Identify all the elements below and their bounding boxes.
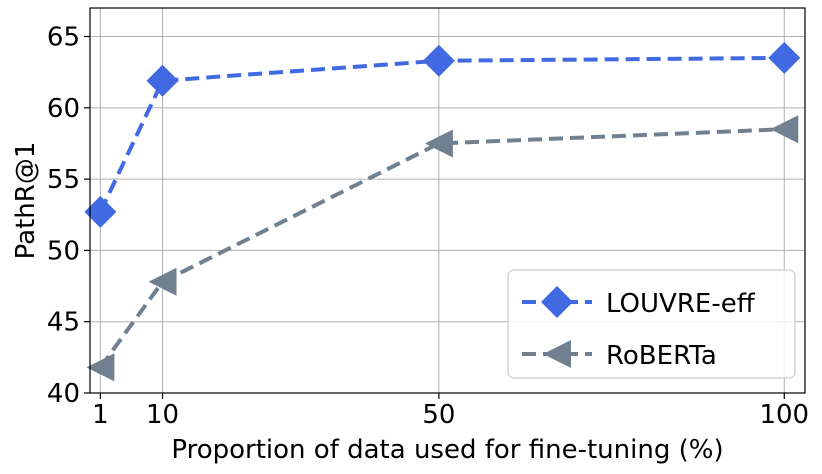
series-1 xyxy=(86,115,799,382)
legend-box xyxy=(507,269,796,379)
x-tick-label: 1 xyxy=(92,400,109,430)
y-tick-label: 55 xyxy=(47,165,80,195)
x-axis-label: Proportion of data used for fine-tuning … xyxy=(171,435,723,465)
y-tick-label: 60 xyxy=(47,94,80,124)
data-point xyxy=(146,64,179,97)
data-point xyxy=(84,195,117,228)
y-tick-label: 65 xyxy=(47,23,80,53)
legend-label: RoBERTa xyxy=(606,341,717,371)
x-tick-label: 100 xyxy=(759,400,809,430)
series-line xyxy=(98,127,785,369)
data-point xyxy=(424,129,453,158)
x-tick-label: 50 xyxy=(422,400,455,430)
plot-frame xyxy=(89,7,806,394)
y-tick-label: 50 xyxy=(47,236,80,266)
legend-label: LOUVRE-eff xyxy=(606,289,756,319)
y-axis-ticks: 40 45 50 55 60 65 xyxy=(47,23,90,409)
series-line xyxy=(98,55,785,213)
series-layer xyxy=(84,41,801,382)
x-tick-label: 10 xyxy=(146,400,179,430)
y-tick-label: 45 xyxy=(47,308,80,338)
x-axis-ticks: 1 10 50 100 xyxy=(92,393,809,430)
y-axis-label: PathR@1 xyxy=(11,142,41,260)
y-tick-label: 40 xyxy=(47,379,80,409)
data-point xyxy=(422,44,455,77)
data-point xyxy=(86,353,115,382)
legend-marker xyxy=(541,286,573,318)
data-point xyxy=(770,115,799,144)
legend: LOUVRE-eff RoBERTa xyxy=(507,269,796,379)
data-point xyxy=(768,41,801,74)
series-0 xyxy=(84,41,801,228)
legend-marker xyxy=(543,340,571,368)
data-point xyxy=(148,267,177,296)
